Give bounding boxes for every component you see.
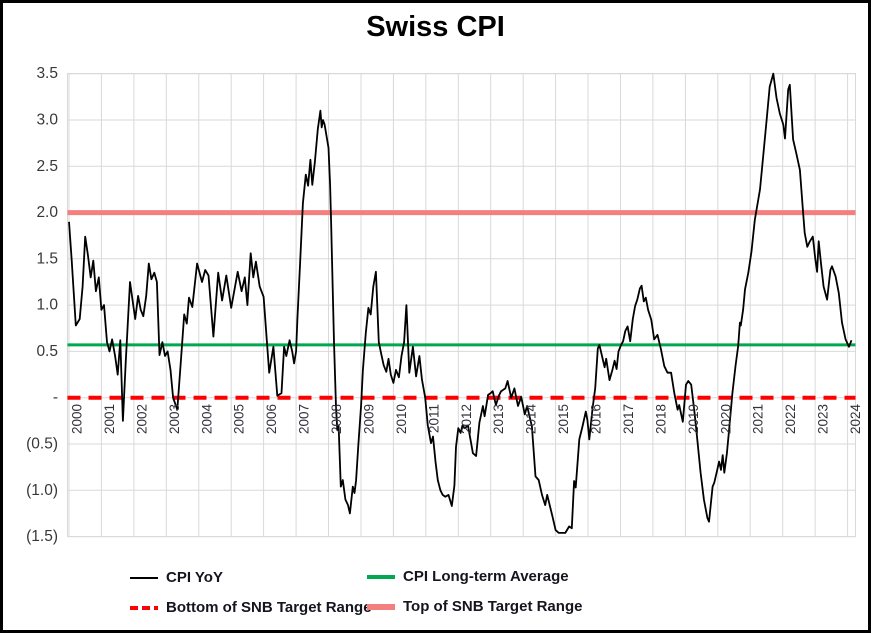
x-tick-label: 2008	[329, 404, 344, 434]
y-tick-label: (1.5)	[26, 528, 58, 545]
y-tick-label: (1.0)	[26, 482, 58, 499]
x-tick-label: 2004	[199, 404, 214, 435]
x-tick-label: 2021	[751, 404, 766, 434]
y-tick-label: 0.5	[36, 343, 58, 360]
cpi-line-swatch-icon	[130, 576, 158, 579]
y-tick-label: 3.0	[36, 112, 58, 129]
legend-label-top-snb: Top of SNB Target Range	[403, 598, 583, 615]
x-tick-label: 2006	[264, 404, 279, 434]
x-tick-label: 2003	[167, 404, 182, 434]
x-tick-label: 2024	[848, 404, 863, 435]
x-tick-label: 2011	[426, 404, 441, 433]
bottom-target-swatch-icon	[130, 605, 158, 610]
legend-item-cpi-yoy: CPI YoY	[130, 569, 223, 586]
x-tick-label: 2014	[524, 404, 539, 435]
x-tick-label: 2009	[362, 404, 377, 434]
x-tick-label: 2012	[459, 404, 474, 434]
x-tick-label: 2022	[783, 404, 798, 434]
top-target-swatch-icon	[367, 603, 395, 610]
x-tick-label: 2001	[102, 404, 117, 434]
x-tick-label: 2019	[686, 404, 701, 434]
plot-border	[67, 73, 856, 538]
average-line-swatch-icon	[367, 574, 395, 579]
legend-item-bottom-snb: Bottom of SNB Target Range	[130, 599, 372, 616]
x-tick-label: 2018	[653, 404, 668, 434]
x-tick-label: 2020	[718, 404, 733, 434]
y-tick-label: 2.5	[36, 158, 58, 175]
x-tick-label: 2002	[134, 404, 149, 434]
x-tick-label: 2007	[297, 404, 312, 434]
y-tick-label: (0.5)	[26, 436, 58, 453]
legend-item-top-snb: Top of SNB Target Range	[367, 598, 582, 615]
x-tick-label: 2005	[232, 404, 247, 434]
legend-label-long-term-average: CPI Long-term Average	[403, 568, 569, 585]
x-tick-label: 2016	[589, 404, 604, 434]
x-tick-label: 2023	[816, 404, 831, 434]
x-tick-label: 2013	[491, 404, 506, 434]
legend-label-cpi-yoy: CPI YoY	[166, 569, 223, 586]
legend-label-bottom-snb: Bottom of SNB Target Range	[166, 599, 372, 616]
x-tick-label: 2017	[621, 404, 636, 434]
legend-item-long-term-average: CPI Long-term Average	[367, 568, 569, 585]
x-tick-label: 2000	[70, 404, 85, 434]
y-tick-label: 3.5	[36, 65, 58, 82]
x-tick-label: 2015	[556, 404, 571, 434]
chart-title: Swiss CPI	[366, 11, 505, 43]
y-tick-label: -	[53, 389, 58, 406]
y-tick-label: 1.0	[36, 297, 58, 314]
x-tick-label: 2010	[394, 404, 409, 434]
cpi-yoy-line	[68, 72, 853, 534]
y-tick-label: 1.5	[36, 250, 58, 267]
y-tick-label: 2.0	[36, 204, 58, 221]
